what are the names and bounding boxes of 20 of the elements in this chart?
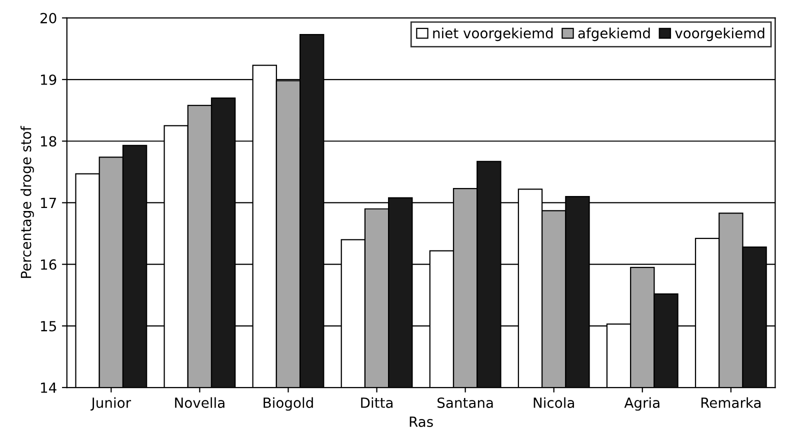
x-axis-title: Ras (410, 416, 433, 427)
legend-label: voorgekiemd (675, 28, 764, 42)
legend-label: afgekiemd (578, 28, 650, 42)
x-tick-label: Remarka (701, 397, 760, 408)
y-tick-label: 16 (41, 259, 56, 270)
x-tick-label: Ditta (361, 397, 392, 408)
y-tick-label: 18 (41, 136, 56, 147)
y-tick-label: 19 (41, 74, 56, 85)
legend-label: niet voorgekiemd (433, 28, 553, 42)
x-tick-label: Novella (175, 397, 224, 408)
x-tick-label: Santana (438, 397, 493, 408)
y-tick-label: 20 (40, 12, 56, 24)
y-tick-label: 17 (41, 198, 56, 208)
y-tick-label: 14 (41, 382, 56, 393)
x-tick-label: Nicola (534, 397, 574, 408)
x-tick-label: Agria (624, 397, 660, 411)
x-tick-label: Junior (90, 397, 132, 411)
y-axis-title: Percentage droge stof (20, 126, 34, 278)
x-tick-label: Biogold (264, 397, 313, 411)
y-tick-label: 15 (41, 321, 56, 332)
